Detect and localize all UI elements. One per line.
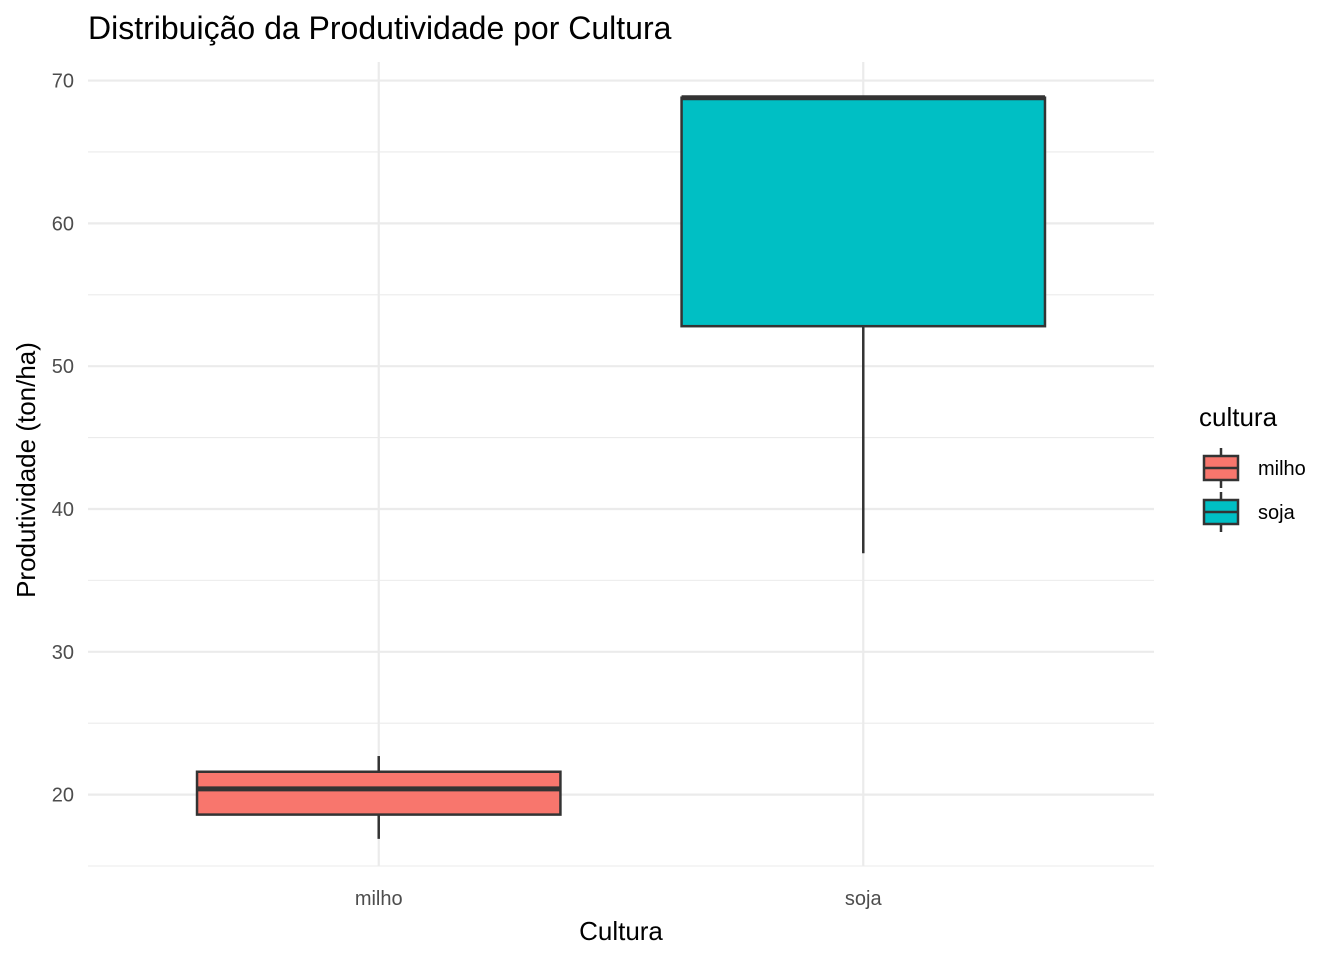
y-tick-label: 50 [52, 356, 74, 378]
y-tick-label: 20 [52, 785, 74, 807]
box-body [680, 96, 1047, 328]
box-body [195, 770, 562, 816]
box-layer [195, 95, 1047, 839]
y-tick-label: 30 [52, 642, 74, 664]
legend: cultura milho soja [1199, 402, 1306, 532]
chart-title: Distribuição da Produtividade por Cultur… [88, 10, 672, 46]
y-tick-label: 60 [52, 213, 74, 235]
x-tick-label: milho [355, 888, 403, 910]
y-axis-ticks: 20 30 40 50 60 70 [52, 71, 74, 807]
box-soja [680, 95, 1047, 554]
y-tick-label: 40 [52, 499, 74, 521]
legend-label: milho [1258, 458, 1306, 480]
box-milho [195, 756, 562, 839]
legend-label: soja [1258, 502, 1296, 524]
y-axis-title: Produtividade (ton/ha) [11, 342, 41, 598]
legend-title: cultura [1199, 402, 1278, 432]
x-axis-title: Cultura [579, 916, 663, 946]
legend-item-milho: milho [1202, 448, 1306, 488]
x-tick-label: soja [845, 888, 883, 910]
x-axis-ticks: milho soja [355, 888, 883, 910]
y-tick-label: 70 [52, 71, 74, 93]
legend-item-soja: soja [1202, 492, 1296, 532]
